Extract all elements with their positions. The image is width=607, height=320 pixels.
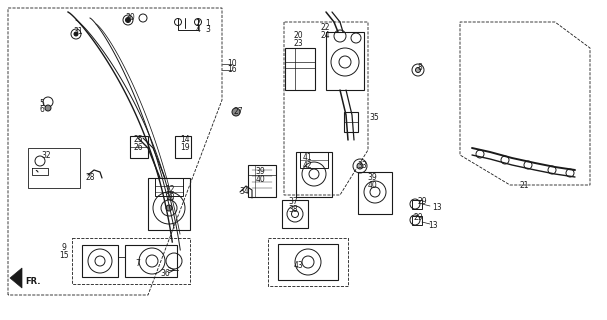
- Text: 35: 35: [369, 114, 379, 123]
- Circle shape: [416, 68, 421, 73]
- Text: 6: 6: [39, 106, 44, 115]
- Circle shape: [232, 108, 240, 116]
- Bar: [82, 245, 118, 277]
- Text: 5: 5: [39, 100, 44, 108]
- Text: 19: 19: [180, 142, 190, 151]
- Text: 2: 2: [195, 20, 200, 28]
- Text: 28: 28: [85, 173, 95, 182]
- Text: 30: 30: [125, 13, 135, 22]
- Text: 25: 25: [133, 135, 143, 145]
- Text: 14: 14: [180, 135, 190, 145]
- Bar: [326, 32, 364, 90]
- Bar: [358, 172, 392, 214]
- Text: 39: 39: [367, 173, 377, 182]
- Text: 9: 9: [61, 244, 66, 252]
- Bar: [282, 200, 308, 228]
- Polygon shape: [10, 268, 22, 288]
- Bar: [285, 48, 315, 90]
- Circle shape: [45, 105, 51, 111]
- Bar: [268, 238, 348, 286]
- Text: 38: 38: [288, 204, 298, 213]
- Circle shape: [357, 163, 363, 169]
- Bar: [125, 245, 177, 277]
- Text: 13: 13: [432, 204, 442, 212]
- Text: 37: 37: [288, 197, 298, 206]
- Text: 26: 26: [133, 142, 143, 151]
- Text: 27: 27: [233, 108, 243, 116]
- Text: 22: 22: [320, 23, 330, 33]
- Text: 31: 31: [73, 28, 83, 36]
- Bar: [296, 152, 332, 197]
- Bar: [175, 136, 191, 158]
- Text: 23: 23: [293, 38, 303, 47]
- Text: 40: 40: [367, 180, 377, 189]
- Bar: [278, 244, 338, 280]
- Bar: [130, 136, 148, 158]
- Text: 1: 1: [206, 20, 211, 28]
- Bar: [248, 165, 276, 197]
- Bar: [412, 216, 422, 225]
- Text: 29: 29: [417, 197, 427, 206]
- Bar: [148, 178, 190, 230]
- Text: 16: 16: [227, 66, 237, 75]
- Bar: [72, 238, 190, 284]
- Text: 32: 32: [41, 151, 51, 161]
- Text: 29: 29: [413, 213, 423, 222]
- Bar: [412, 200, 422, 209]
- Text: 39: 39: [255, 167, 265, 177]
- Text: 43: 43: [293, 261, 303, 270]
- Circle shape: [74, 32, 78, 36]
- Text: 41: 41: [302, 154, 312, 163]
- Text: 15: 15: [59, 251, 69, 260]
- Text: 10: 10: [227, 60, 237, 68]
- Text: 42: 42: [302, 161, 312, 170]
- Text: 13: 13: [428, 220, 438, 229]
- Text: 40: 40: [255, 174, 265, 183]
- Text: 4: 4: [195, 26, 200, 35]
- Text: 24: 24: [320, 30, 330, 39]
- Circle shape: [166, 205, 172, 211]
- Text: FR.: FR.: [25, 276, 41, 285]
- Text: 7: 7: [135, 260, 140, 268]
- Text: 8: 8: [418, 63, 422, 73]
- Text: 34: 34: [239, 188, 249, 196]
- Text: 18: 18: [165, 193, 175, 202]
- Bar: [300, 152, 328, 168]
- Text: 36: 36: [160, 268, 170, 277]
- Bar: [344, 112, 358, 132]
- Text: 12: 12: [165, 186, 175, 195]
- Text: 3: 3: [206, 26, 211, 35]
- Circle shape: [126, 18, 131, 22]
- Text: 33: 33: [357, 161, 367, 170]
- Bar: [155, 178, 183, 196]
- Bar: [28, 148, 80, 188]
- Text: 21: 21: [519, 180, 529, 189]
- Text: 20: 20: [293, 31, 303, 41]
